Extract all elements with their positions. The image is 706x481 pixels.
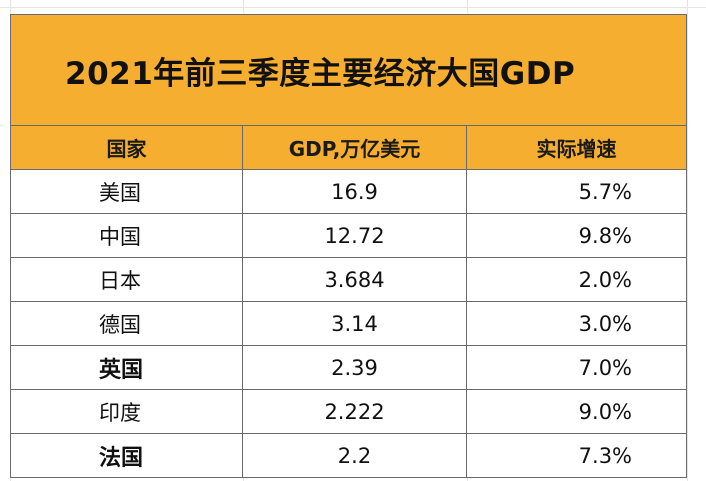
cell-growth[interactable]: 3.0% [465, 301, 688, 346]
cell-growth[interactable]: 7.0% [465, 345, 688, 390]
gridline [687, 0, 688, 481]
gdp-table: 2021年前三季度主要经济大国GDP 国家 GDP,万亿美元 实际增速 美国 1… [9, 14, 688, 478]
table-row: 日本 3.684 2.0% [10, 257, 688, 302]
cell-country[interactable]: 英国 [10, 345, 243, 390]
cell-gdp[interactable]: 2.39 [242, 345, 467, 390]
cell-country[interactable]: 美国 [10, 169, 243, 214]
header-row: 国家 GDP,万亿美元 实际增速 [10, 125, 688, 170]
cell-growth[interactable]: 5.7% [465, 169, 688, 214]
cell-growth[interactable]: 9.0% [465, 389, 688, 434]
cell-gdp[interactable]: 2.222 [242, 389, 467, 434]
cell-growth[interactable]: 2.0% [465, 257, 688, 302]
cell-country[interactable]: 日本 [10, 257, 243, 302]
cell-growth[interactable]: 9.8% [465, 213, 688, 258]
table-row: 美国 16.9 5.7% [10, 169, 688, 214]
cell-gdp[interactable]: 2.2 [242, 433, 467, 478]
header-growth[interactable]: 实际增速 [465, 125, 688, 170]
header-country[interactable]: 国家 [10, 125, 243, 170]
cell-gdp[interactable]: 3.14 [242, 301, 467, 346]
table-row: 英国 2.39 7.0% [10, 345, 688, 390]
cell-gdp[interactable]: 16.9 [242, 169, 467, 214]
cell-country[interactable]: 印度 [10, 389, 243, 434]
cell-country[interactable]: 法国 [10, 433, 243, 478]
cell-growth[interactable]: 7.3% [465, 433, 688, 478]
table-row: 德国 3.14 3.0% [10, 301, 688, 346]
table-row: 中国 12.72 9.8% [10, 213, 688, 258]
gdp-table-container: 2021年前三季度主要经济大国GDP 国家 GDP,万亿美元 实际增速 美国 1… [9, 14, 688, 481]
table-title[interactable]: 2021年前三季度主要经济大国GDP [9, 14, 688, 126]
title-row: 2021年前三季度主要经济大国GDP [9, 14, 688, 126]
cell-gdp[interactable]: 12.72 [242, 213, 467, 258]
cell-gdp[interactable]: 3.684 [242, 257, 467, 302]
cell-country[interactable]: 德国 [10, 301, 243, 346]
gridline [0, 7, 706, 8]
header-gdp[interactable]: GDP,万亿美元 [242, 125, 467, 170]
table-row: 法国 2.2 7.3% [10, 433, 688, 478]
table-row: 印度 2.222 9.0% [10, 389, 688, 434]
cell-country[interactable]: 中国 [10, 213, 243, 258]
